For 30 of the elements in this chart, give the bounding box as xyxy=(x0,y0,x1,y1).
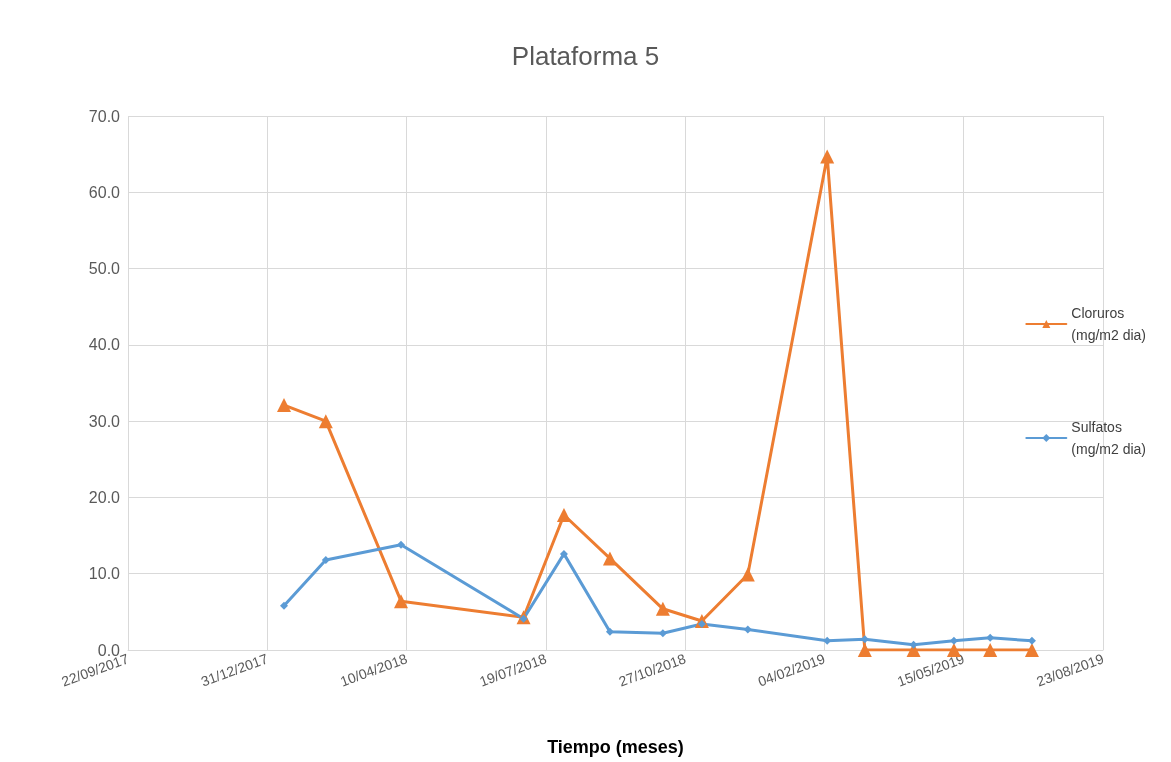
point xyxy=(605,627,614,636)
point xyxy=(655,601,670,616)
point xyxy=(318,414,333,429)
y-tick-label: 60.0 xyxy=(88,183,121,201)
chart-title: Plataforma 5 xyxy=(511,41,660,71)
y-tick-label: 10.0 xyxy=(88,565,121,583)
point xyxy=(909,640,918,649)
point xyxy=(394,594,408,609)
point xyxy=(986,633,995,642)
y-tick-label: 50.0 xyxy=(88,260,121,278)
y-tick-label: 30.0 xyxy=(88,412,121,430)
point xyxy=(397,540,405,549)
y-tick-label: 40.0 xyxy=(88,336,121,354)
y-tick-label: 20.0 xyxy=(88,488,121,506)
legend-label: Sulfatos (mg/m2 dia) xyxy=(1071,419,1146,457)
point xyxy=(277,398,291,413)
point xyxy=(280,601,288,610)
point xyxy=(321,555,330,564)
point xyxy=(602,551,617,566)
point xyxy=(857,643,872,657)
point xyxy=(743,625,752,634)
point xyxy=(559,549,568,558)
point xyxy=(740,567,755,582)
x-axis-title: Tiempo (meses) xyxy=(547,737,684,757)
point xyxy=(556,507,571,522)
point xyxy=(1024,643,1039,657)
legend-label: Cloruros (mg/m2 dia) xyxy=(1071,305,1146,343)
point xyxy=(983,643,998,657)
y-tick-label: 70.0 xyxy=(88,107,121,125)
point xyxy=(820,149,835,164)
